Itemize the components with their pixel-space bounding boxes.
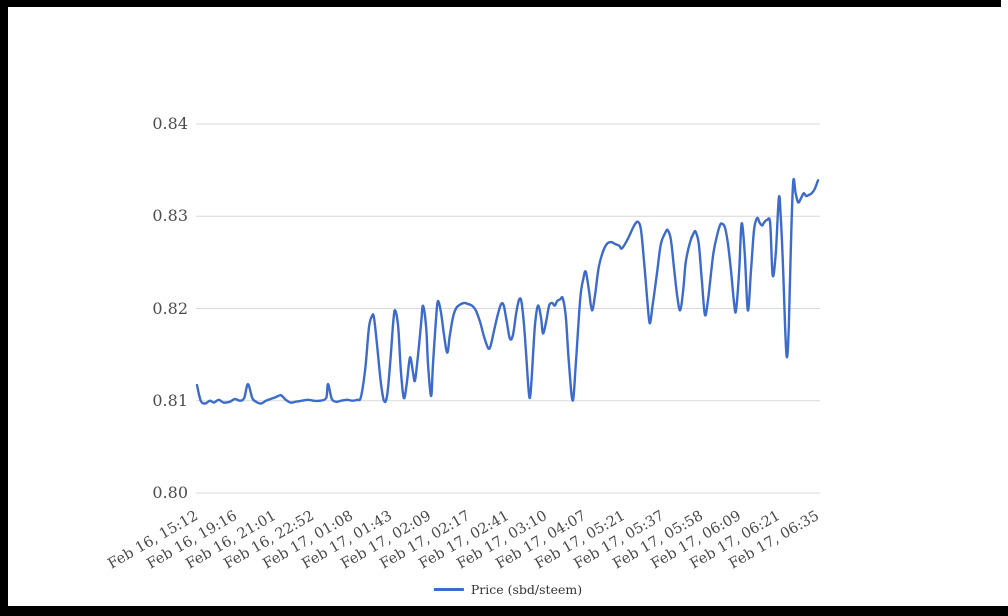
price-series-line <box>195 177 820 405</box>
y-axis-tick-label: 0.84 <box>152 114 188 133</box>
y-axis-tick-label: 0.83 <box>152 206 188 226</box>
horizontal-gridlines <box>196 123 820 494</box>
frame-border-top <box>0 0 1001 7</box>
frame-border-bottom <box>0 606 1008 616</box>
frame-border-left <box>0 0 8 616</box>
y-axis-tick-label: 0.80 <box>152 483 188 502</box>
y-axis-tick-label: 0.81 <box>152 390 188 410</box>
y-axis-tick-label: 0.82 <box>152 298 188 318</box>
legend-line-swatch <box>433 588 464 591</box>
legend: Price (sbd/steem) <box>433 582 583 597</box>
legend-series-label: Price (sbd/steem) <box>470 582 583 597</box>
